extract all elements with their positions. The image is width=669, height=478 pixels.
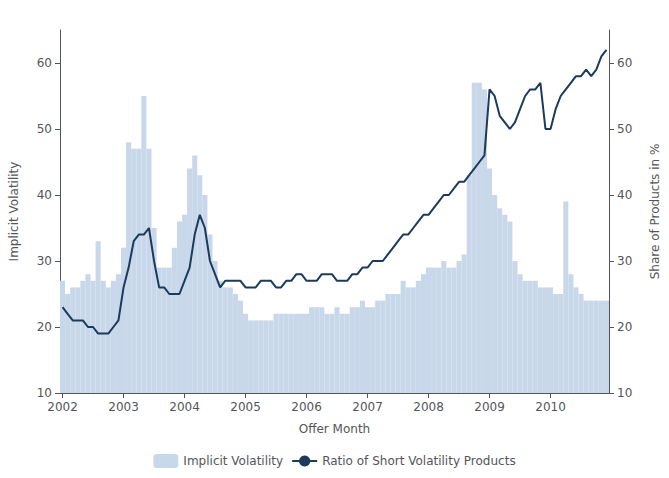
- svg-text:Implicit Volatility: Implicit Volatility: [183, 454, 283, 468]
- svg-text:2004: 2004: [169, 400, 200, 414]
- svg-text:2003: 2003: [108, 400, 139, 414]
- svg-text:40: 40: [37, 188, 52, 202]
- svg-text:50: 50: [617, 122, 632, 136]
- svg-text:60: 60: [37, 56, 52, 70]
- svg-text:50: 50: [37, 122, 52, 136]
- svg-text:2010: 2010: [535, 400, 566, 414]
- svg-text:60: 60: [617, 56, 632, 70]
- svg-text:2008: 2008: [413, 400, 444, 414]
- svg-text:2006: 2006: [291, 400, 322, 414]
- svg-text:10: 10: [617, 386, 632, 400]
- svg-text:30: 30: [37, 254, 52, 268]
- svg-text:Offer Month: Offer Month: [299, 422, 370, 436]
- svg-text:2007: 2007: [352, 400, 383, 414]
- svg-text:30: 30: [617, 254, 632, 268]
- svg-text:20: 20: [617, 320, 632, 334]
- svg-text:Share of Products in %: Share of Products in %: [648, 144, 662, 280]
- svg-text:10: 10: [37, 386, 52, 400]
- svg-text:2009: 2009: [474, 400, 505, 414]
- svg-text:2002: 2002: [47, 400, 78, 414]
- svg-text:Implicit Volatility: Implicit Volatility: [7, 162, 21, 262]
- svg-text:40: 40: [617, 188, 632, 202]
- svg-text:Ratio of Short Volatility Prod: Ratio of Short Volatility Products: [322, 454, 515, 468]
- svg-text:20: 20: [37, 320, 52, 334]
- svg-text:2005: 2005: [230, 400, 261, 414]
